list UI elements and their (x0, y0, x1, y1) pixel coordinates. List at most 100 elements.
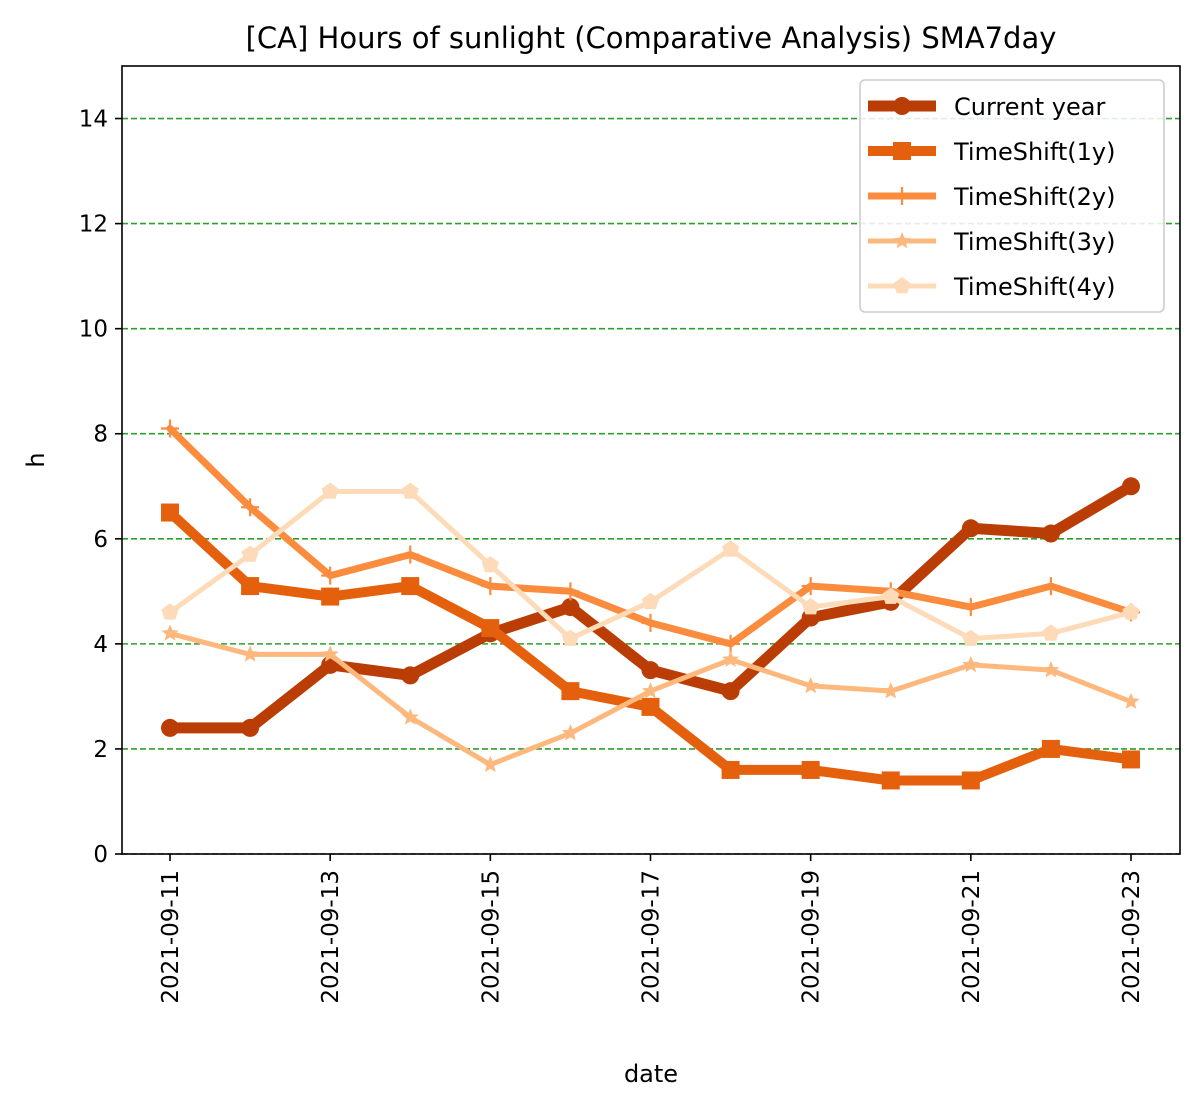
data-point (721, 760, 740, 779)
y-tick-label: 4 (93, 632, 108, 658)
data-point (241, 645, 259, 662)
legend-label: TimeShift(2y) (953, 183, 1115, 211)
data-point (961, 519, 980, 538)
data-point (801, 577, 820, 596)
data-point (1041, 524, 1060, 543)
x-tick-label: 2021-09-15 (478, 870, 504, 1004)
data-point (241, 545, 259, 562)
y-tick-label: 8 (93, 422, 108, 448)
data-point (722, 650, 740, 667)
data-point (481, 556, 499, 573)
data-point (882, 682, 900, 699)
y-tick-label: 12 (79, 212, 108, 238)
legend-item: TimeShift(3y) (868, 228, 1115, 256)
y-tick-label: 10 (79, 317, 108, 343)
data-point (802, 598, 820, 615)
data-point (1042, 624, 1060, 641)
y-tick-label: 2 (93, 737, 108, 763)
series-lines (161, 419, 1140, 790)
x-axis-ticks: 2021-09-11 2021-09-13 2021-09-15 2021-09-17… (158, 854, 1145, 1004)
data-point (401, 577, 420, 596)
x-tick-label: 2021-09-21 (959, 870, 985, 1004)
data-point (241, 577, 260, 596)
data-point (161, 624, 179, 641)
y-tick-label: 6 (93, 527, 108, 553)
x-tick-label: 2021-09-23 (1119, 870, 1145, 1004)
data-point (641, 661, 660, 680)
legend-item: TimeShift(4y) (868, 273, 1115, 301)
data-point (641, 697, 660, 716)
legend: Current year TimeShift(1y) TimeShift(2y) Ti… (859, 79, 1165, 313)
data-point (1122, 477, 1140, 496)
data-point (241, 498, 260, 517)
data-point (481, 619, 500, 638)
data-point (893, 232, 911, 249)
legend-label: TimeShift(4y) (953, 273, 1115, 301)
data-point (893, 187, 911, 205)
data-point (1042, 661, 1060, 678)
data-point (161, 419, 179, 438)
data-point (321, 587, 340, 606)
data-point (1041, 739, 1060, 758)
data-point (882, 587, 900, 604)
legend-item: TimeShift(1y) (868, 138, 1115, 166)
data-point (962, 629, 980, 646)
legend-box (859, 79, 1165, 313)
data-point (561, 629, 579, 646)
data-point (481, 577, 500, 596)
data-point (401, 545, 420, 564)
data-point (401, 666, 420, 685)
data-point (641, 613, 660, 632)
data-point (641, 592, 660, 610)
data-point (321, 566, 340, 585)
legend-item: TimeShift(2y) (868, 183, 1115, 211)
y-tick-label: 0 (93, 842, 108, 868)
data-point (481, 755, 499, 772)
data-point (881, 771, 900, 790)
data-point (161, 603, 179, 620)
series-5 (161, 482, 1140, 646)
legend-label: TimeShift(3y) (953, 228, 1115, 256)
data-point (561, 598, 580, 617)
data-point (802, 676, 820, 694)
data-point (561, 682, 580, 701)
data-point (401, 482, 419, 499)
data-point (893, 277, 911, 294)
data-point (321, 645, 339, 662)
x-tick-label: 2021-09-13 (318, 870, 344, 1004)
data-point (1041, 577, 1060, 596)
data-point (1122, 692, 1140, 709)
x-tick-label: 2021-09-19 (799, 870, 825, 1004)
data-point (961, 771, 980, 790)
y-axis-ticks: 0 2 4 6 8 10 12 14 (79, 107, 122, 868)
legend-label: TimeShift(1y) (953, 138, 1115, 166)
data-point (1122, 750, 1140, 769)
data-point (961, 598, 980, 617)
data-point (722, 540, 740, 557)
data-point (241, 718, 260, 737)
legend-label: Current year (954, 93, 1105, 121)
data-point (641, 682, 660, 699)
data-point (721, 634, 740, 653)
legend-item: Current year (868, 93, 1105, 121)
y-axis-label: h (22, 452, 50, 467)
data-point (561, 724, 579, 741)
x-tick-label: 2021-09-11 (158, 870, 184, 1004)
data-point (801, 760, 820, 779)
data-point (893, 142, 911, 160)
data-point (721, 682, 740, 701)
data-point (561, 582, 580, 601)
data-point (893, 97, 911, 115)
x-axis-label: date (624, 1060, 678, 1088)
data-point (962, 655, 980, 673)
data-point (1122, 603, 1140, 620)
y-tick-label: 14 (79, 107, 108, 133)
data-point (401, 708, 419, 725)
x-tick-label: 2021-09-17 (639, 870, 665, 1004)
series-2 (161, 503, 1140, 790)
chart-title: [CA] Hours of sunlight (Comparative Anal… (246, 21, 1057, 55)
data-point (161, 718, 179, 737)
series-4 (161, 624, 1140, 772)
data-point (321, 482, 339, 499)
